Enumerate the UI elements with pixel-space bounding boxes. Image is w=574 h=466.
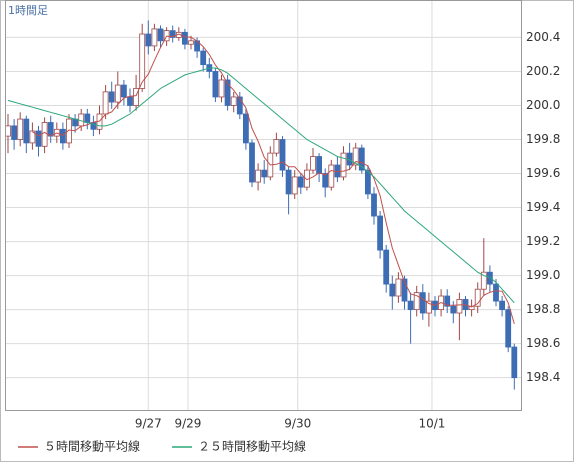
candle-body [139,33,146,89]
candle-body [255,169,262,183]
grid [5,0,521,410]
candle-body [84,113,91,123]
candle-body [291,176,298,195]
marks [5,20,518,390]
candle-body [474,288,481,307]
candle-body [17,118,24,140]
ma-line [7,67,515,304]
candle-body [273,139,280,154]
y-tick-label: 199.6 [526,166,560,180]
legend-label: ２５時間移動平均線 [198,439,306,454]
plot-border [5,0,522,411]
candle-body [322,173,329,188]
candle-body [328,164,335,188]
candle-body [181,31,188,45]
candle-body [493,283,499,302]
candle-body [444,295,451,307]
candle-body [151,28,158,47]
candle-body [371,193,377,217]
candle-body [60,128,66,144]
x-tick-label: 9/30 [284,417,311,431]
candle-body [499,300,506,311]
candle-body [413,292,420,311]
y-tick-label: 199.0 [526,268,560,282]
legend: ５時間移動平均線 ２５時間移動平均線 [18,439,306,454]
candle-body [212,71,219,98]
candle-body [11,125,18,140]
candle-body [505,309,512,348]
candle-body [316,156,323,174]
candle-body [401,278,408,302]
candle-body [364,169,371,195]
y-tick-label: 198.4 [526,370,560,384]
candle-body [279,139,286,171]
candle-body [41,122,48,147]
candle-body [72,118,78,127]
candle-body [395,278,402,297]
candle-body [511,346,518,379]
candle-body [121,84,127,98]
candle-body [377,215,384,251]
y-tick-label: 200.0 [526,98,560,112]
x-tick-label: 10/1 [418,417,445,431]
candle-body [224,79,231,106]
candle-body [23,118,30,144]
y-tick-label: 199.8 [526,132,560,146]
candle-body [468,305,475,311]
candle-body [47,122,54,137]
candle-body [230,96,237,106]
candle-body [169,30,176,38]
candle-body [157,28,164,42]
candle-body [340,152,347,178]
legend-label: ５時間移動平均線 [44,439,140,454]
candle-body [419,292,426,314]
candle-body [29,130,36,144]
y-tick-label: 199.4 [526,200,560,214]
candle-body [242,113,249,144]
chart-title: 1時間足 [8,4,48,17]
candle-body [249,142,255,183]
y-tick-label: 199.2 [526,234,560,248]
candle-body [358,147,365,171]
candle-body [456,299,463,314]
candle-body [35,130,42,147]
candle-body [383,249,390,285]
candle-body [133,88,140,106]
candle-body [425,300,432,314]
candle-body [66,118,72,144]
x-tick-label: 9/29 [174,417,201,431]
candle-body [114,84,121,103]
candle-body [297,176,304,188]
candle-body [480,271,487,290]
candle-body [218,79,225,98]
candle-body [236,96,243,115]
candle-body [285,169,292,195]
y-tick-label: 200.2 [526,64,560,78]
candle-body [261,169,268,178]
candle-body [188,40,194,45]
candle-body [127,96,133,106]
candle-body [407,300,414,311]
candle-body [200,50,207,66]
y-tick-label: 198.6 [526,336,560,350]
candle-body [102,91,109,115]
candle-body [145,33,152,47]
x-tick-label: 9/27 [135,417,162,431]
candle-body [352,147,359,166]
candle-body [5,125,11,137]
y-tick-label: 200.4 [526,30,560,44]
y-tick-label: 198.8 [526,302,560,316]
candle-body [310,156,316,171]
candle-body [108,91,115,103]
candle-body [486,271,493,285]
candle-body [389,283,396,297]
ma-line [32,33,515,325]
candle-body [450,305,457,314]
